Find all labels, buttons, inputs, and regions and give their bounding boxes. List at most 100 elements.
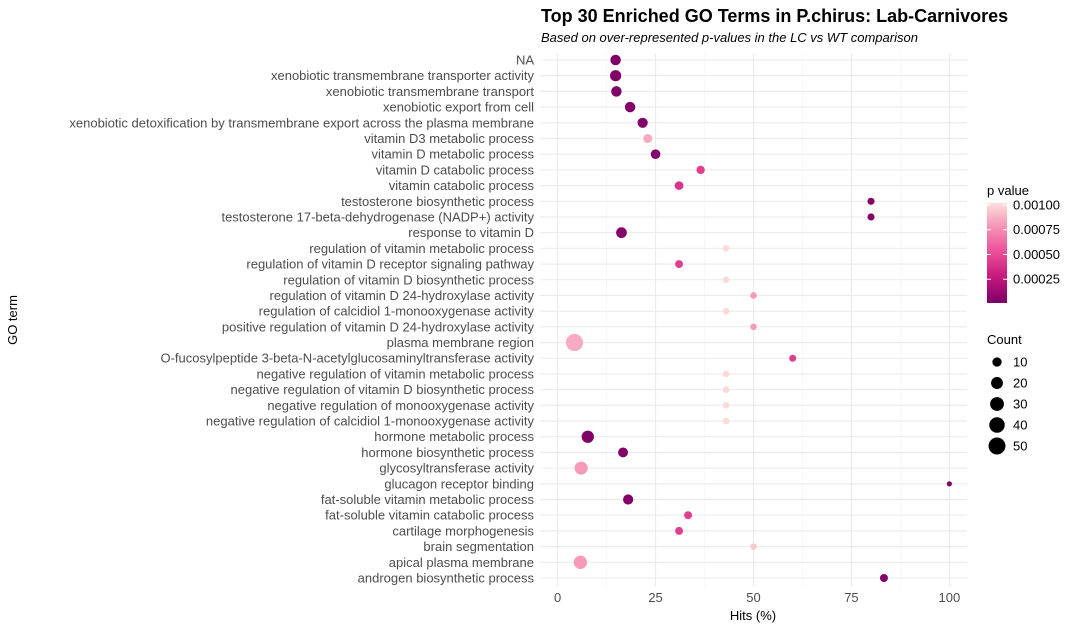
y-tick-label: fat-soluble vitamin metabolic process bbox=[321, 492, 535, 507]
x-tick-labels: 0 25 50 75 100 bbox=[554, 590, 960, 605]
data-point bbox=[722, 307, 730, 315]
y-tick-label: regulation of calcidiol 1-monooxygenase … bbox=[259, 304, 535, 319]
size-legend-dot bbox=[992, 357, 1002, 367]
y-tick-label: regulation of vitamin D 24-hydroxylase a… bbox=[270, 288, 535, 303]
x-tick-label: 75 bbox=[844, 590, 858, 605]
size-legend-dot bbox=[991, 377, 1003, 389]
data-point bbox=[722, 402, 730, 409]
y-tick-label: negative regulation of calcidiol 1-monoo… bbox=[206, 414, 535, 429]
count-legend-title: Count bbox=[987, 332, 1022, 347]
data-point bbox=[616, 227, 627, 239]
y-tick-label: androgen biosynthetic process bbox=[358, 571, 535, 586]
data-point bbox=[574, 461, 588, 475]
y-tick-label: hormone biosynthetic process bbox=[361, 445, 534, 460]
colorbar-label: 0.00075 bbox=[1013, 222, 1060, 237]
y-tick-label: vitamin D metabolic process bbox=[371, 147, 534, 162]
y-tick-label: hormone metabolic process bbox=[374, 429, 534, 444]
count-legend: Count 10 20 30 40 50 bbox=[987, 332, 1027, 455]
y-tick-label: negative regulation of vitamin D biosynt… bbox=[231, 382, 535, 397]
y-tick-label: apical plasma membrane bbox=[389, 555, 534, 570]
data-point bbox=[624, 101, 636, 113]
x-tick-label: 25 bbox=[648, 590, 662, 605]
size-legend-label: 50 bbox=[1013, 439, 1027, 454]
x-axis-title: Hits (%) bbox=[730, 608, 776, 623]
y-tick-label: testosterone 17-beta-dehydrogenase (NADP… bbox=[221, 209, 534, 224]
data-point bbox=[610, 54, 621, 66]
y-tick-label: positive regulation of vitamin D 24-hydr… bbox=[222, 319, 535, 334]
y-tick-label: vitamin catabolic process bbox=[389, 178, 535, 193]
data-point bbox=[879, 574, 888, 582]
y-tick-label: O-fucosylpeptide 3-beta-N-acetylglucosam… bbox=[160, 351, 534, 366]
data-point bbox=[750, 323, 757, 331]
size-legend-label: 10 bbox=[1013, 355, 1027, 370]
y-tick-label: plasma membrane region bbox=[387, 335, 534, 350]
colorbar-label: 0.00025 bbox=[1013, 272, 1060, 287]
data-point bbox=[946, 481, 952, 487]
data-point bbox=[684, 511, 693, 520]
data-point bbox=[789, 354, 797, 362]
y-tick-label: regulation of vitamin D receptor signali… bbox=[246, 257, 534, 272]
y-tick-label: negative regulation of vitamin metabolic… bbox=[257, 366, 535, 381]
size-legend-label: 30 bbox=[1013, 397, 1027, 412]
size-legend-dot bbox=[988, 437, 1006, 455]
pvalue-colorbar bbox=[987, 203, 1007, 303]
y-tick-label: NA bbox=[516, 53, 534, 68]
data-point bbox=[581, 430, 594, 443]
chart-subtitle: Based on over-represented p-values in th… bbox=[541, 30, 918, 45]
y-tick-label: xenobiotic transmembrane transport bbox=[326, 84, 534, 99]
data-point bbox=[750, 292, 757, 299]
grid-minor bbox=[606, 53, 901, 587]
data-point bbox=[675, 260, 684, 269]
size-legend-label: 20 bbox=[1013, 376, 1027, 391]
data-point bbox=[722, 370, 730, 378]
data-point bbox=[573, 555, 587, 569]
y-tick-label: regulation of vitamin D biosynthetic pro… bbox=[283, 272, 534, 287]
data-point bbox=[623, 494, 634, 505]
data-point bbox=[637, 117, 648, 128]
data-point bbox=[867, 213, 875, 221]
chart-title: Top 30 Enriched GO Terms in P.chirus: La… bbox=[541, 6, 1008, 26]
y-tick-label: glucagon receptor binding bbox=[384, 476, 534, 491]
data-point bbox=[867, 197, 875, 205]
data-point bbox=[722, 276, 730, 284]
x-tick-label: 100 bbox=[939, 590, 961, 605]
data-point bbox=[750, 543, 757, 550]
data-points bbox=[565, 54, 952, 582]
y-tick-label: cartilage morphogenesis bbox=[392, 523, 534, 538]
colorbar-label: 0.00100 bbox=[1013, 197, 1060, 212]
y-tick-label: vitamin D catabolic process bbox=[376, 162, 535, 177]
data-point bbox=[722, 417, 730, 425]
x-tick-label: 0 bbox=[554, 590, 561, 605]
size-legend-dot bbox=[989, 417, 1005, 433]
data-point bbox=[650, 149, 661, 160]
size-legend-label: 40 bbox=[1013, 418, 1027, 433]
data-point bbox=[611, 86, 622, 97]
data-point bbox=[643, 133, 653, 143]
y-tick-label: brain segmentation bbox=[423, 539, 534, 554]
data-point bbox=[618, 447, 629, 458]
data-point bbox=[722, 386, 730, 393]
y-tick-label: fat-soluble vitamin catabolic process bbox=[325, 508, 534, 523]
y-axis-title: GO term bbox=[5, 295, 20, 345]
colorbar-label: 0.00050 bbox=[1013, 247, 1060, 262]
data-point bbox=[675, 526, 684, 535]
y-tick-label: regulation of vitamin metabolic process bbox=[309, 241, 534, 256]
x-tick-label: 50 bbox=[746, 590, 760, 605]
pvalue-legend-title: p value bbox=[987, 183, 1029, 198]
y-tick-label: negative regulation of monooxygenase act… bbox=[267, 398, 534, 413]
data-point bbox=[696, 165, 705, 175]
pvalue-legend: p value 0.00100 0.00075 0.00050 0.00025 bbox=[987, 183, 1060, 303]
y-tick-label: response to vitamin D bbox=[408, 225, 534, 240]
data-point bbox=[722, 245, 730, 252]
y-tick-label: xenobiotic export from cell bbox=[383, 100, 534, 115]
y-tick-label: vitamin D3 metabolic process bbox=[364, 131, 534, 146]
data-point bbox=[565, 333, 584, 352]
grid-major bbox=[540, 53, 967, 587]
data-point bbox=[674, 181, 684, 190]
y-tick-label: xenobiotic transmembrane transporter act… bbox=[271, 68, 535, 83]
y-tick-label: glycosyltransferase activity bbox=[379, 461, 534, 476]
y-tick-label: xenobiotic detoxification by transmembra… bbox=[69, 115, 534, 130]
size-legend-dot bbox=[990, 397, 1004, 411]
